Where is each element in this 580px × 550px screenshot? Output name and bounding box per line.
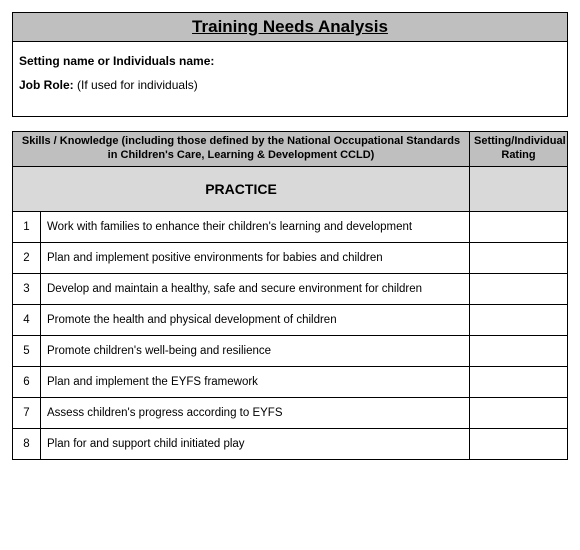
column-header-skills: Skills / Knowledge (including those defi… [13,132,470,167]
table-header-row: Skills / Knowledge (including those defi… [13,132,568,167]
row-rating[interactable] [470,428,568,459]
row-number: 1 [13,211,41,242]
column-header-rating: Setting/Individual Rating [470,132,568,167]
table-row: 4 Promote the health and physical develo… [13,304,568,335]
row-number: 8 [13,428,41,459]
row-skill: Assess children's progress according to … [41,397,470,428]
table-row: 5 Promote children's well-being and resi… [13,335,568,366]
table-row: 8 Plan for and support child initiated p… [13,428,568,459]
row-skill: Plan and implement positive environments… [41,242,470,273]
section-rating-blank [470,166,568,211]
header-box: Training Needs Analysis Setting name or … [12,12,568,117]
page-title: Training Needs Analysis [13,13,567,42]
row-number: 3 [13,273,41,304]
section-title: PRACTICE [13,166,470,211]
form-row-setting-name: Setting name or Individuals name: [19,54,561,68]
skills-table: Skills / Knowledge (including those defi… [12,131,568,460]
row-rating[interactable] [470,304,568,335]
row-rating[interactable] [470,397,568,428]
table-row: 2 Plan and implement positive environmen… [13,242,568,273]
row-rating[interactable] [470,335,568,366]
row-number: 5 [13,335,41,366]
form-row-job-role: Job Role: (If used for individuals) [19,78,561,92]
table-row: 1 Work with families to enhance their ch… [13,211,568,242]
row-number: 7 [13,397,41,428]
form-label-setting-name: Setting name or Individuals name: [19,54,214,68]
table-row: 6 Plan and implement the EYFS framework [13,366,568,397]
table-row: 3 Develop and maintain a healthy, safe a… [13,273,568,304]
row-rating[interactable] [470,242,568,273]
row-rating[interactable] [470,211,568,242]
row-rating[interactable] [470,273,568,304]
row-skill: Develop and maintain a healthy, safe and… [41,273,470,304]
form-hint-job-role: (If used for individuals) [77,78,198,92]
row-skill: Plan and implement the EYFS framework [41,366,470,397]
row-number: 2 [13,242,41,273]
row-skill: Plan for and support child initiated pla… [41,428,470,459]
row-skill: Promote the health and physical developm… [41,304,470,335]
row-skill: Work with families to enhance their chil… [41,211,470,242]
form-label-job-role: Job Role: [19,78,74,92]
form-area: Setting name or Individuals name: Job Ro… [13,42,567,116]
row-skill: Promote children's well-being and resili… [41,335,470,366]
table-row: 7 Assess children's progress according t… [13,397,568,428]
table-body: PRACTICE 1 Work with families to enhance… [13,166,568,459]
row-number: 4 [13,304,41,335]
row-number: 6 [13,366,41,397]
section-row-practice: PRACTICE [13,166,568,211]
row-rating[interactable] [470,366,568,397]
